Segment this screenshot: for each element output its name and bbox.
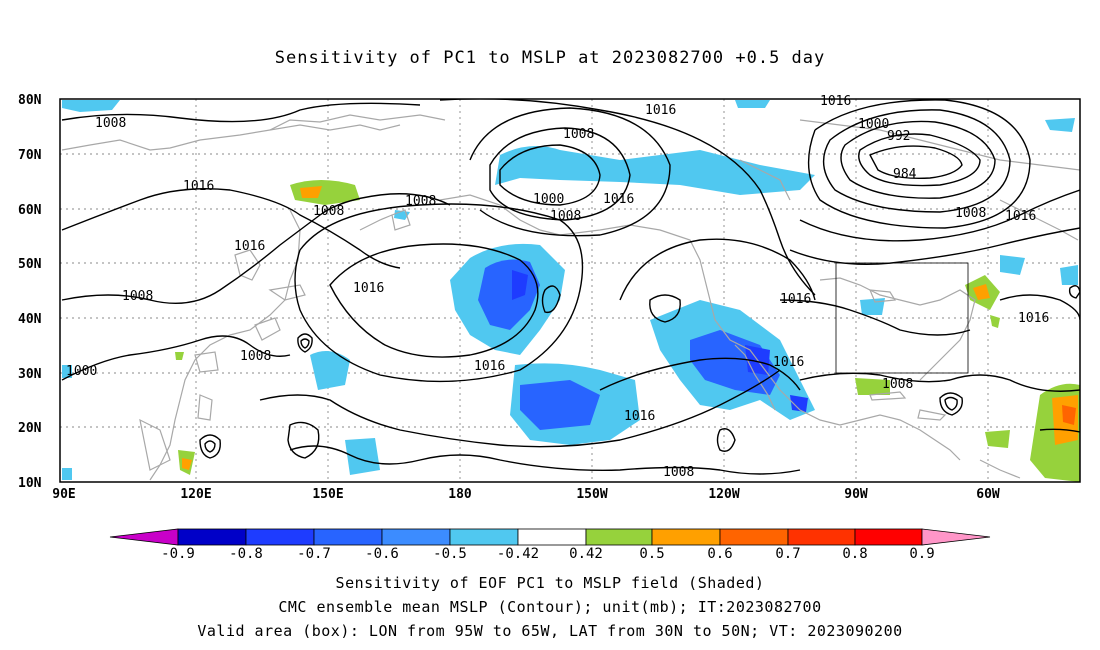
colorbar-cell	[854, 528, 923, 546]
colorbar-cell	[719, 528, 789, 546]
contour-label: 1008	[240, 349, 271, 364]
contour-label: 1008	[405, 194, 436, 209]
coastlines	[61, 114, 1080, 481]
colorbar-label: 0.6	[707, 546, 732, 562]
contour-label: 1008	[95, 116, 126, 131]
colorbar-label: -0.7	[297, 546, 331, 562]
contour-label: 1008	[563, 127, 594, 142]
contour-label: 1000	[66, 364, 97, 379]
caption-line-2: CMC ensemble mean MSLP (Contour); unit(m…	[278, 598, 822, 616]
contour-label: 1016	[234, 239, 265, 254]
colorbar-cell	[585, 528, 653, 546]
colorbar-cell	[651, 528, 721, 546]
contour-label: 1016	[603, 192, 634, 207]
contour-label: 1016	[773, 355, 804, 370]
contour-label: 1016	[183, 179, 214, 194]
colorbar-min-arrow	[109, 528, 179, 546]
caption-line-3: Valid area (box): LON from 95W to 65W, L…	[197, 622, 903, 640]
colorbar-label: -0.6	[365, 546, 399, 562]
colorbar-label: 0.9	[909, 546, 934, 562]
colorbar-cell	[245, 528, 315, 546]
sensitivity-shading	[62, 100, 1080, 482]
contour-label: 1016	[624, 409, 655, 424]
contour-label: 1008	[882, 377, 913, 392]
colorbar-cell	[517, 528, 587, 546]
colorbar-labels: -0.9 -0.8 -0.7 -0.6 -0.5 -0.42 0.42 0.5 …	[161, 546, 935, 562]
colorbar-label: 0.8	[842, 546, 867, 562]
mslp-contours	[61, 99, 1080, 475]
colorbar-label: -0.5	[433, 546, 467, 562]
contour-label: 1016	[1005, 209, 1036, 224]
contour-label: 1008	[663, 465, 694, 480]
lon-label: 120E	[180, 487, 211, 502]
contour-label: 1016	[645, 103, 676, 118]
lat-label: 70N	[18, 148, 42, 163]
lat-label: 20N	[18, 421, 42, 436]
valid-area-box	[835, 262, 969, 374]
lon-label: 150W	[576, 487, 607, 502]
lon-label: 60W	[976, 487, 1000, 502]
longitude-labels: 90E 120E 150E 180 150W 120W 90W 60W	[52, 487, 1000, 502]
colorbar-cell	[381, 528, 451, 546]
contour-label: 1016	[353, 281, 384, 296]
latitude-labels: 80N 70N 60N 50N 40N 30N 20N 10N	[18, 93, 42, 491]
lat-label: 80N	[18, 93, 42, 108]
contour-label: 1008	[550, 209, 581, 224]
contour-label: 1016	[780, 292, 811, 307]
colorbar-label: 0.5	[639, 546, 664, 562]
colorbar-label: -0.8	[229, 546, 263, 562]
chart-title: Sensitivity of PC1 to MSLP at 2023082700…	[274, 48, 826, 68]
contour-label: 984	[893, 167, 917, 182]
colorbar-cell	[177, 528, 247, 546]
lat-label: 30N	[18, 367, 42, 382]
colorbar	[109, 528, 991, 546]
contour-label: 1016	[820, 94, 851, 109]
lon-label: 90E	[52, 487, 75, 502]
colorbar-max-arrow	[921, 528, 991, 546]
colorbar-cell	[313, 528, 383, 546]
contour-label: 1016	[1018, 311, 1049, 326]
lat-label: 10N	[18, 476, 42, 491]
caption-line-1: Sensitivity of EOF PC1 to MSLP field (Sh…	[335, 574, 765, 592]
contour-label: 1008	[122, 289, 153, 304]
lon-label: 180	[448, 487, 472, 502]
colorbar-cell	[787, 528, 856, 546]
lon-label: 90W	[844, 487, 868, 502]
colorbar-label: -0.42	[497, 546, 539, 562]
map-frame	[59, 98, 1081, 483]
colorbar-label: -0.9	[161, 546, 195, 562]
lat-label: 40N	[18, 312, 42, 327]
contour-label: 1000	[858, 117, 889, 132]
lat-label: 50N	[18, 257, 42, 272]
colorbar-label: 0.7	[775, 546, 800, 562]
contour-label: 1016	[474, 359, 505, 374]
colorbar-label: 0.42	[569, 546, 603, 562]
colorbar-cell	[449, 528, 519, 546]
contour-labels: 1008 1016 1008 1016 1016 1008 1016 1008 …	[66, 94, 1049, 480]
lon-label: 150E	[312, 487, 343, 502]
contour-label: 992	[887, 129, 910, 144]
contour-label: 1008	[313, 204, 344, 219]
contour-label: 1008	[955, 206, 986, 221]
contour-label: 1000	[533, 192, 564, 207]
lon-label: 120W	[708, 487, 739, 502]
lat-label: 60N	[18, 203, 42, 218]
